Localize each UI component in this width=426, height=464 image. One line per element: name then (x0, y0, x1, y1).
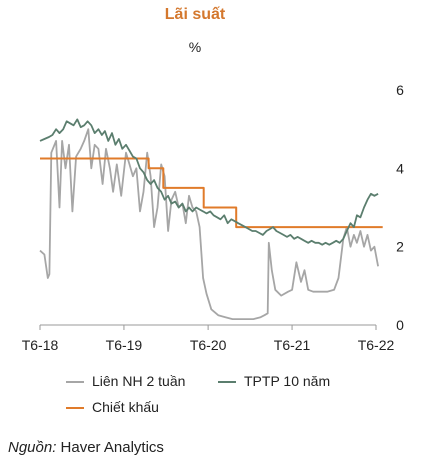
series-line-3 (40, 157, 383, 229)
y-tick-label: 6 (396, 82, 404, 98)
legend-label: Liên NH 2 tuần (92, 373, 186, 389)
x-tick-label: T6-19 (106, 337, 143, 353)
y-axis: 0 2 4 6 (396, 82, 404, 333)
legend-item-series-3: Chiết khấu (66, 399, 159, 415)
legend-swatch (66, 407, 84, 410)
y-tick-label: 0 (396, 317, 404, 333)
legend-label: TPTP 10 năm (244, 373, 331, 389)
legend-swatch (66, 381, 84, 384)
chart-title: Lãi suất (164, 6, 226, 23)
x-axis: T6-18 T6-19 T6-20 T6-21 T6-22 (22, 324, 395, 353)
x-tick-label: T6-22 (358, 337, 395, 353)
source-value: Haver Analytics (56, 439, 164, 456)
x-tick-label: T6-21 (274, 337, 311, 353)
x-tick-label: T6-18 (22, 337, 59, 353)
y-tick-label: 2 (396, 239, 404, 255)
source-label: Nguồn: (8, 439, 57, 456)
source-note: Nguồn: Haver Analytics (8, 439, 164, 456)
chart-unit: % (188, 39, 202, 55)
y-tick-label: 4 (396, 160, 404, 176)
x-tick-label: T6-20 (190, 337, 227, 353)
legend-swatch (218, 381, 236, 384)
series-line-2 (39, 118, 379, 246)
plot-lines (39, 118, 383, 320)
legend-label: Chiết khấu (92, 399, 159, 415)
legend-item-series-2: TPTP 10 năm (218, 373, 330, 389)
legend-item-series-1: Liên NH 2 tuần (66, 373, 185, 389)
